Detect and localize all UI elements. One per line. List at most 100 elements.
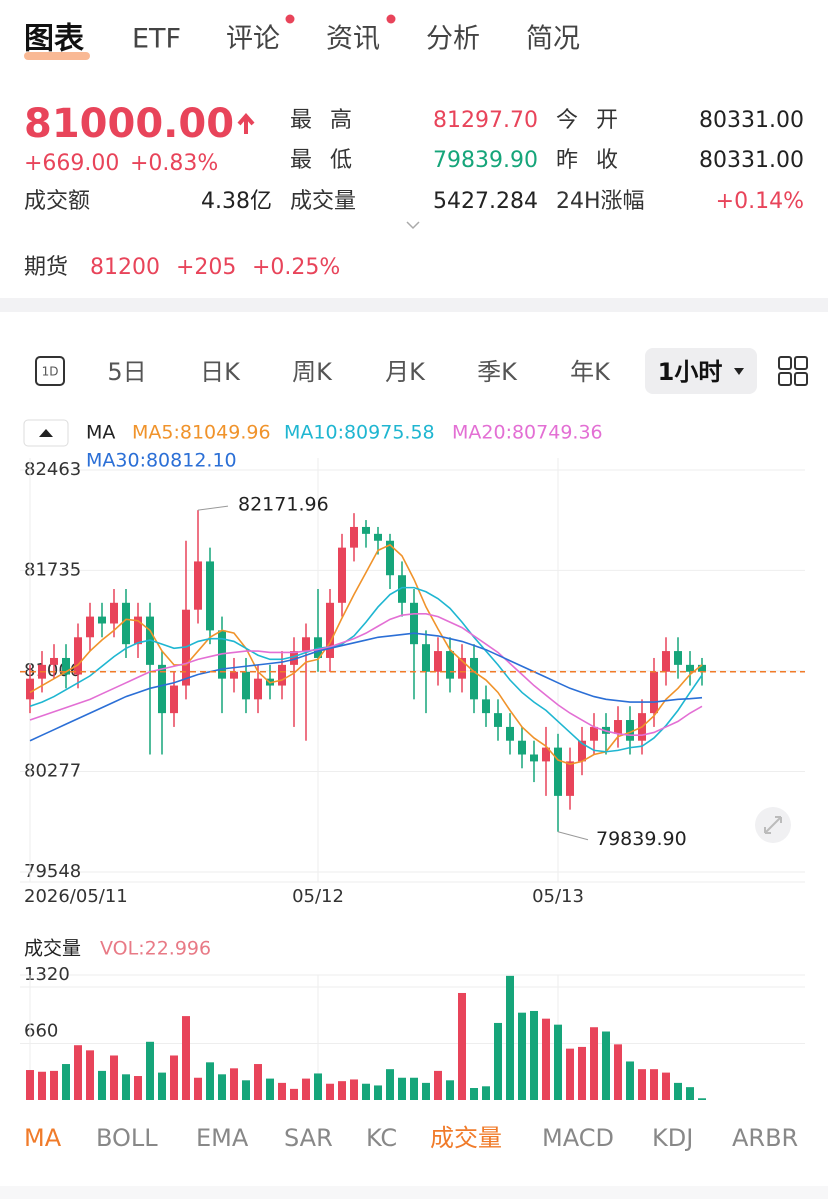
- max-label: 82171.96: [238, 494, 329, 516]
- min-label: 79839.90: [596, 828, 687, 850]
- volume-bar: [542, 1018, 550, 1100]
- stat-value: 80331.00: [699, 148, 804, 173]
- volume-bar: [578, 1046, 586, 1100]
- volume-bar: [398, 1077, 406, 1100]
- candle-body: [422, 644, 430, 672]
- legend-title: MA: [86, 422, 115, 444]
- period-tab[interactable]: 月K: [385, 358, 426, 386]
- top-tab[interactable]: 简况: [526, 24, 580, 55]
- ma-line: [29, 543, 703, 765]
- period-tab[interactable]: 周K: [292, 358, 333, 386]
- indicator-tab[interactable]: KDJ: [652, 1124, 693, 1152]
- volume-title: 成交量: [24, 938, 81, 960]
- top-tab[interactable]: 资讯: [326, 24, 380, 55]
- volume-bar: [194, 1077, 202, 1100]
- volume-bar: [638, 1069, 646, 1100]
- badge-dot: [386, 14, 396, 24]
- volume-bar: [38, 1071, 46, 1100]
- volume-bar: [326, 1083, 334, 1100]
- period-tab[interactable]: 1D: [42, 365, 59, 379]
- candle-body: [398, 575, 406, 603]
- price-change-pct: +0.83%: [130, 151, 218, 176]
- volume-bar: [674, 1082, 682, 1100]
- candle-body: [86, 616, 94, 638]
- candle-body: [530, 754, 538, 762]
- indicator-tab[interactable]: EMA: [196, 1124, 249, 1152]
- candle-body: [194, 561, 202, 610]
- top-tab[interactable]: 图表: [24, 22, 84, 57]
- candle-body: [506, 726, 514, 741]
- candle-body: [482, 699, 490, 714]
- period-tab[interactable]: 年K: [570, 358, 611, 386]
- candle-body: [410, 602, 418, 645]
- indicator-tab[interactable]: ARBR: [732, 1124, 798, 1152]
- candle-body: [338, 547, 346, 603]
- candle-body: [350, 526, 358, 548]
- volume-bar: [206, 1062, 214, 1100]
- stat-label: 昨收: [556, 148, 636, 173]
- indicator-tab[interactable]: MA: [24, 1124, 62, 1152]
- volume-bar: [50, 1070, 58, 1100]
- volume-bar: [686, 1087, 694, 1100]
- period-icon[interactable]: [35, 356, 65, 386]
- volume-bar: [410, 1077, 418, 1100]
- period-tab[interactable]: 季K: [477, 358, 518, 386]
- volume-bar: [170, 1055, 178, 1100]
- volume-bar: [110, 1055, 118, 1100]
- separator: [0, 298, 828, 312]
- ma-line: [29, 632, 703, 742]
- volume-bar: [554, 1024, 562, 1100]
- candle-body: [446, 651, 454, 679]
- volume-subtitle: VOL:22.996: [100, 938, 211, 960]
- candle-body: [494, 713, 502, 727]
- candle-body: [470, 657, 478, 700]
- stat-value: 5427.284: [433, 189, 538, 214]
- volume-bar: [650, 1069, 658, 1100]
- candle-body: [554, 747, 562, 796]
- candle-body: [158, 664, 166, 714]
- volume-bar: [146, 1041, 154, 1100]
- indicator-tab[interactable]: SAR: [284, 1124, 333, 1152]
- volume-bar: [278, 1082, 286, 1100]
- candle-body: [206, 561, 214, 631]
- indicator-tab[interactable]: KC: [366, 1124, 397, 1152]
- candle-body: [242, 671, 250, 700]
- volume-bar: [122, 1074, 130, 1100]
- legend-item: MA10:80975.58: [284, 422, 435, 444]
- turnover-value: 4.38亿: [201, 189, 272, 214]
- indicator-tab[interactable]: BOLL: [96, 1124, 158, 1152]
- candle-body: [590, 726, 598, 741]
- toggle-box[interactable]: [23, 419, 69, 447]
- candle-body: [614, 720, 622, 734]
- period-pill[interactable]: [645, 348, 757, 394]
- period-tab[interactable]: 日K: [200, 358, 241, 386]
- layout-icon[interactable]: [778, 356, 808, 386]
- candle-body: [110, 602, 118, 624]
- legend-item: MA30:80812.10: [86, 450, 237, 472]
- top-tab[interactable]: ETF: [132, 24, 181, 55]
- volume-bar: [662, 1072, 670, 1100]
- candle-body: [578, 740, 586, 762]
- y-tick-label: 82463: [24, 459, 81, 480]
- candle-body: [458, 657, 466, 679]
- dropdown-caret: [734, 368, 744, 375]
- volume-bar: [518, 1012, 526, 1100]
- volume-bar: [242, 1080, 250, 1100]
- period-tab[interactable]: 1小时: [658, 358, 723, 386]
- expand-chevron: [406, 221, 420, 230]
- stat-value: 81297.70: [433, 108, 538, 133]
- up-arrow: [237, 112, 255, 134]
- volume-bar: [506, 975, 514, 1100]
- stat-value: 80331.00: [699, 108, 804, 133]
- candle-body: [254, 678, 262, 700]
- period-tab[interactable]: 5日: [107, 358, 146, 386]
- volume-bar: [482, 1086, 490, 1100]
- indicator-tab[interactable]: 成交量: [430, 1124, 502, 1152]
- y-tick-label: 80277: [24, 760, 81, 781]
- max-leader: [197, 505, 229, 511]
- top-tab[interactable]: 评论: [226, 24, 280, 55]
- indicator-tab[interactable]: MACD: [542, 1124, 614, 1152]
- top-tab[interactable]: 分析: [426, 24, 480, 55]
